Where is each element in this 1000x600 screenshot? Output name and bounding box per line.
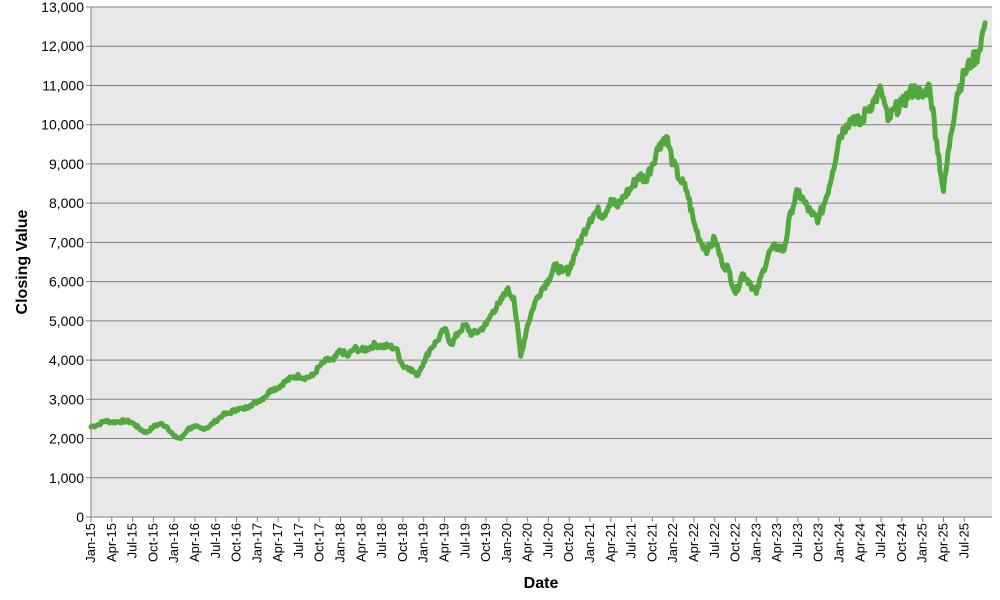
x-tick-label: Apr-19 <box>436 523 451 562</box>
y-tick-label: 1,000 <box>49 470 84 486</box>
x-tick-label: Oct-24 <box>894 523 909 562</box>
gridlines <box>91 6 992 479</box>
x-tick-label: Apr-22 <box>686 523 701 562</box>
x-tick-label: Jan-22 <box>665 523 680 563</box>
series-line <box>88 20 988 441</box>
x-tick-label: Jul-17 <box>291 523 306 558</box>
x-tick-label: Apr-24 <box>852 523 867 562</box>
x-tick-label: Apr-15 <box>104 523 119 562</box>
x-tick-label: Jul-15 <box>125 523 140 558</box>
x-axis-title: Date <box>524 575 559 592</box>
x-tick-label: Jan-18 <box>333 523 348 563</box>
x-tick-label: Apr-23 <box>769 523 784 562</box>
y-tick-label: 11,000 <box>42 77 84 93</box>
x-tick-label: Oct-19 <box>478 523 493 562</box>
x-tick-label: Jan-20 <box>499 523 514 563</box>
y-axis-ticks: 0 1,000 2,000 3,000 4,000 5,000 6,000 7,000 8,00… <box>41 0 91 525</box>
x-tick-label: Jan-15 <box>83 523 98 563</box>
y-tick-label: 10,000 <box>41 117 84 133</box>
x-tick-label: Oct-17 <box>312 523 327 562</box>
x-tick-label: Jul-19 <box>457 523 472 558</box>
x-tick-label: Jan-19 <box>416 523 431 563</box>
x-tick-label: Jul-21 <box>624 523 639 558</box>
x-tick-label: Jan-25 <box>915 523 930 563</box>
x-tick-label: Jul-25 <box>956 523 971 558</box>
x-tick-label: Jan-23 <box>748 523 763 563</box>
x-tick-label: Oct-20 <box>561 523 576 562</box>
x-tick-label: Oct-23 <box>811 523 826 562</box>
y-tick-label: 5,000 <box>49 313 84 329</box>
x-tick-label: Apr-18 <box>353 523 368 562</box>
x-tick-label: Apr-21 <box>603 523 618 562</box>
plot-background <box>91 7 992 517</box>
x-tick-label: Oct-21 <box>644 523 659 562</box>
y-axis-title: Closing Value <box>14 209 31 314</box>
y-tick-label: 13,000 <box>41 0 84 15</box>
x-tick-label: Jan-17 <box>249 523 264 563</box>
x-tick-label: Oct-16 <box>229 523 244 562</box>
x-tick-label: Jan-24 <box>832 523 847 563</box>
y-tick-label: 2,000 <box>49 431 84 447</box>
x-tick-label: Apr-17 <box>270 523 285 562</box>
y-tick-label: 4,000 <box>49 352 84 368</box>
x-tick-label: Jan-16 <box>166 523 181 563</box>
y-tick-label: 9,000 <box>49 156 84 172</box>
y-tick-label: 0 <box>76 509 84 525</box>
x-tick-label: Jul-20 <box>540 523 555 558</box>
y-tick-label: 3,000 <box>49 391 84 407</box>
x-tick-label: Jul-16 <box>208 523 223 558</box>
x-tick-label: Apr-25 <box>935 523 950 562</box>
y-tick-label: 8,000 <box>49 195 84 211</box>
y-tick-label: 12,000 <box>41 38 84 54</box>
x-tick-label: Jan-21 <box>582 523 597 563</box>
x-axis-ticks: Jan-15 Apr-15 Jul-15 Oct-15 Jan-16 Apr-16 Jul-… <box>83 517 971 563</box>
x-tick-label: Jul-23 <box>790 523 805 558</box>
x-tick-label: Jul-24 <box>873 523 888 558</box>
x-tick-label: Oct-18 <box>395 523 410 562</box>
x-tick-label: Oct-22 <box>728 523 743 562</box>
y-tick-label: 7,000 <box>49 234 84 250</box>
x-tick-label: Apr-16 <box>187 523 202 562</box>
y-tick-label: 6,000 <box>49 274 84 290</box>
x-tick-label: Jul-18 <box>374 523 389 558</box>
x-tick-label: Oct-15 <box>145 523 160 562</box>
x-tick-label: Apr-20 <box>520 523 535 562</box>
x-tick-label: Jul-22 <box>707 523 722 558</box>
